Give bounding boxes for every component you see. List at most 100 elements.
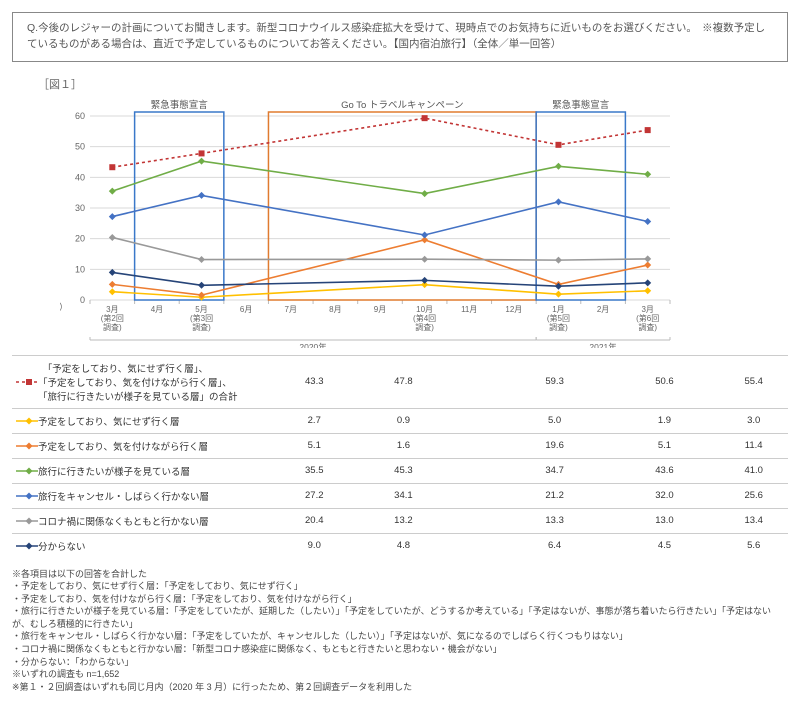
table-cell (500, 458, 521, 483)
table-cell (458, 533, 479, 558)
table-cell: 11.4 (719, 433, 788, 458)
table-cell: 47.8 (369, 355, 438, 408)
table-cell (699, 355, 720, 408)
table-row: 分からない9.04.86.44.55.6 (12, 533, 788, 558)
svg-text:10月: 10月 (416, 305, 433, 314)
svg-text:緊急事態宣言: 緊急事態宣言 (151, 99, 209, 111)
svg-text:8月: 8月 (329, 305, 341, 314)
table-cell: 4.5 (630, 533, 699, 558)
table-cell (500, 433, 521, 458)
table-cell: 43.3 (280, 355, 349, 408)
table-cell: 34.7 (520, 458, 589, 483)
row-label: 「予定をしており、気にせず行く層」、 「予定をしており、気を付けながら行く層」、… (12, 355, 280, 408)
svg-text:1月: 1月 (552, 305, 564, 314)
table-cell: 6.4 (520, 533, 589, 558)
svg-text:12月: 12月 (505, 305, 522, 314)
svg-text:3月: 3月 (641, 305, 653, 314)
table-cell (458, 508, 479, 533)
table-cell: 34.1 (369, 483, 438, 508)
table-cell: 35.5 (280, 458, 349, 483)
table-cell (479, 408, 500, 433)
line-chart: 0102030405060（％）3月(第2回調査)4月5月(第3回調査)6月7月… (60, 96, 680, 348)
svg-text:(第3回: (第3回 (190, 313, 213, 323)
svg-text:調査): 調査) (549, 322, 568, 332)
table-cell (699, 433, 720, 458)
table-cell (589, 433, 610, 458)
table-cell (610, 433, 631, 458)
svg-text:(第2回: (第2回 (101, 313, 124, 323)
svg-text:2021年: 2021年 (589, 342, 617, 348)
svg-text:2月: 2月 (597, 305, 609, 314)
table-cell (349, 355, 370, 408)
table-cell: 20.4 (280, 508, 349, 533)
table-cell (610, 508, 631, 533)
svg-text:10: 10 (75, 264, 85, 274)
table-cell: 5.1 (280, 433, 349, 458)
table-cell: 1.6 (369, 433, 438, 458)
table-row: 予定をしており、気にせず行く層2.70.95.01.93.0 (12, 408, 788, 433)
table-cell (349, 458, 370, 483)
table-cell (458, 408, 479, 433)
table-cell (349, 433, 370, 458)
table-cell: 3.0 (719, 408, 788, 433)
table-cell (610, 408, 631, 433)
table-cell: 43.6 (630, 458, 699, 483)
table-cell: 4.8 (369, 533, 438, 558)
table-cell (438, 483, 459, 508)
svg-text:（％）: （％） (60, 302, 68, 312)
table-cell (589, 533, 610, 558)
table-cell: 21.2 (520, 483, 589, 508)
table-cell: 50.6 (630, 355, 699, 408)
svg-text:(第5回: (第5回 (547, 313, 570, 323)
legend-swatch (16, 541, 38, 551)
table-cell: 9.0 (280, 533, 349, 558)
legend-swatch (16, 491, 38, 501)
table-cell: 2.7 (280, 408, 349, 433)
svg-text:Go To トラベルキャンペーン: Go To トラベルキャンペーン (341, 100, 463, 111)
footnotes: ※各項目は以下の回答を合計した ・予定をしており、気にせず行く層：「予定をしてお… (12, 568, 788, 694)
table-cell: 5.0 (520, 408, 589, 433)
legend-swatch (16, 416, 38, 426)
svg-text:11月: 11月 (461, 305, 477, 314)
table-cell (589, 458, 610, 483)
table-cell: 13.4 (719, 508, 788, 533)
table-cell: 1.9 (630, 408, 699, 433)
table-cell: 59.3 (520, 355, 589, 408)
table-cell (479, 433, 500, 458)
table-cell (479, 533, 500, 558)
table-cell (589, 355, 610, 408)
legend-swatch (16, 516, 38, 526)
row-label: 分からない (12, 533, 280, 558)
table-cell: 13.3 (520, 508, 589, 533)
table-cell (699, 458, 720, 483)
row-label: 予定をしており、気を付けながら行く層 (12, 433, 280, 458)
question-text: Q.今後のレジャーの計画についてお聞きします。新型コロナウイルス感染症拡大を受け… (27, 22, 765, 50)
figure-label: ［図１］ (38, 76, 788, 92)
chart-container: 0102030405060（％）3月(第2回調査)4月5月(第3回調査)6月7月… (60, 96, 788, 351)
table-cell (438, 408, 459, 433)
table-cell (500, 483, 521, 508)
svg-text:調査): 調査) (103, 322, 122, 332)
table-cell: 25.6 (719, 483, 788, 508)
table-cell (438, 355, 459, 408)
table-cell (500, 508, 521, 533)
row-label: 予定をしており、気にせず行く層 (12, 408, 280, 433)
table-cell (479, 458, 500, 483)
table-cell (349, 408, 370, 433)
table-cell: 41.0 (719, 458, 788, 483)
table-row: 旅行をキャンセル・しばらく行かない層27.234.121.232.025.6 (12, 483, 788, 508)
table-cell (438, 433, 459, 458)
table-cell (349, 508, 370, 533)
table-cell (500, 408, 521, 433)
table-cell (458, 458, 479, 483)
svg-text:2020年: 2020年 (299, 342, 327, 348)
svg-text:40: 40 (75, 172, 85, 182)
svg-text:緊急事態宣言: 緊急事態宣言 (552, 99, 610, 111)
question-box: Q.今後のレジャーの計画についてお聞きします。新型コロナウイルス感染症拡大を受け… (12, 12, 788, 62)
table-cell (479, 508, 500, 533)
table-cell (589, 408, 610, 433)
table-cell (500, 355, 521, 408)
svg-text:9月: 9月 (374, 305, 386, 314)
table-cell (479, 483, 500, 508)
table-cell (699, 508, 720, 533)
